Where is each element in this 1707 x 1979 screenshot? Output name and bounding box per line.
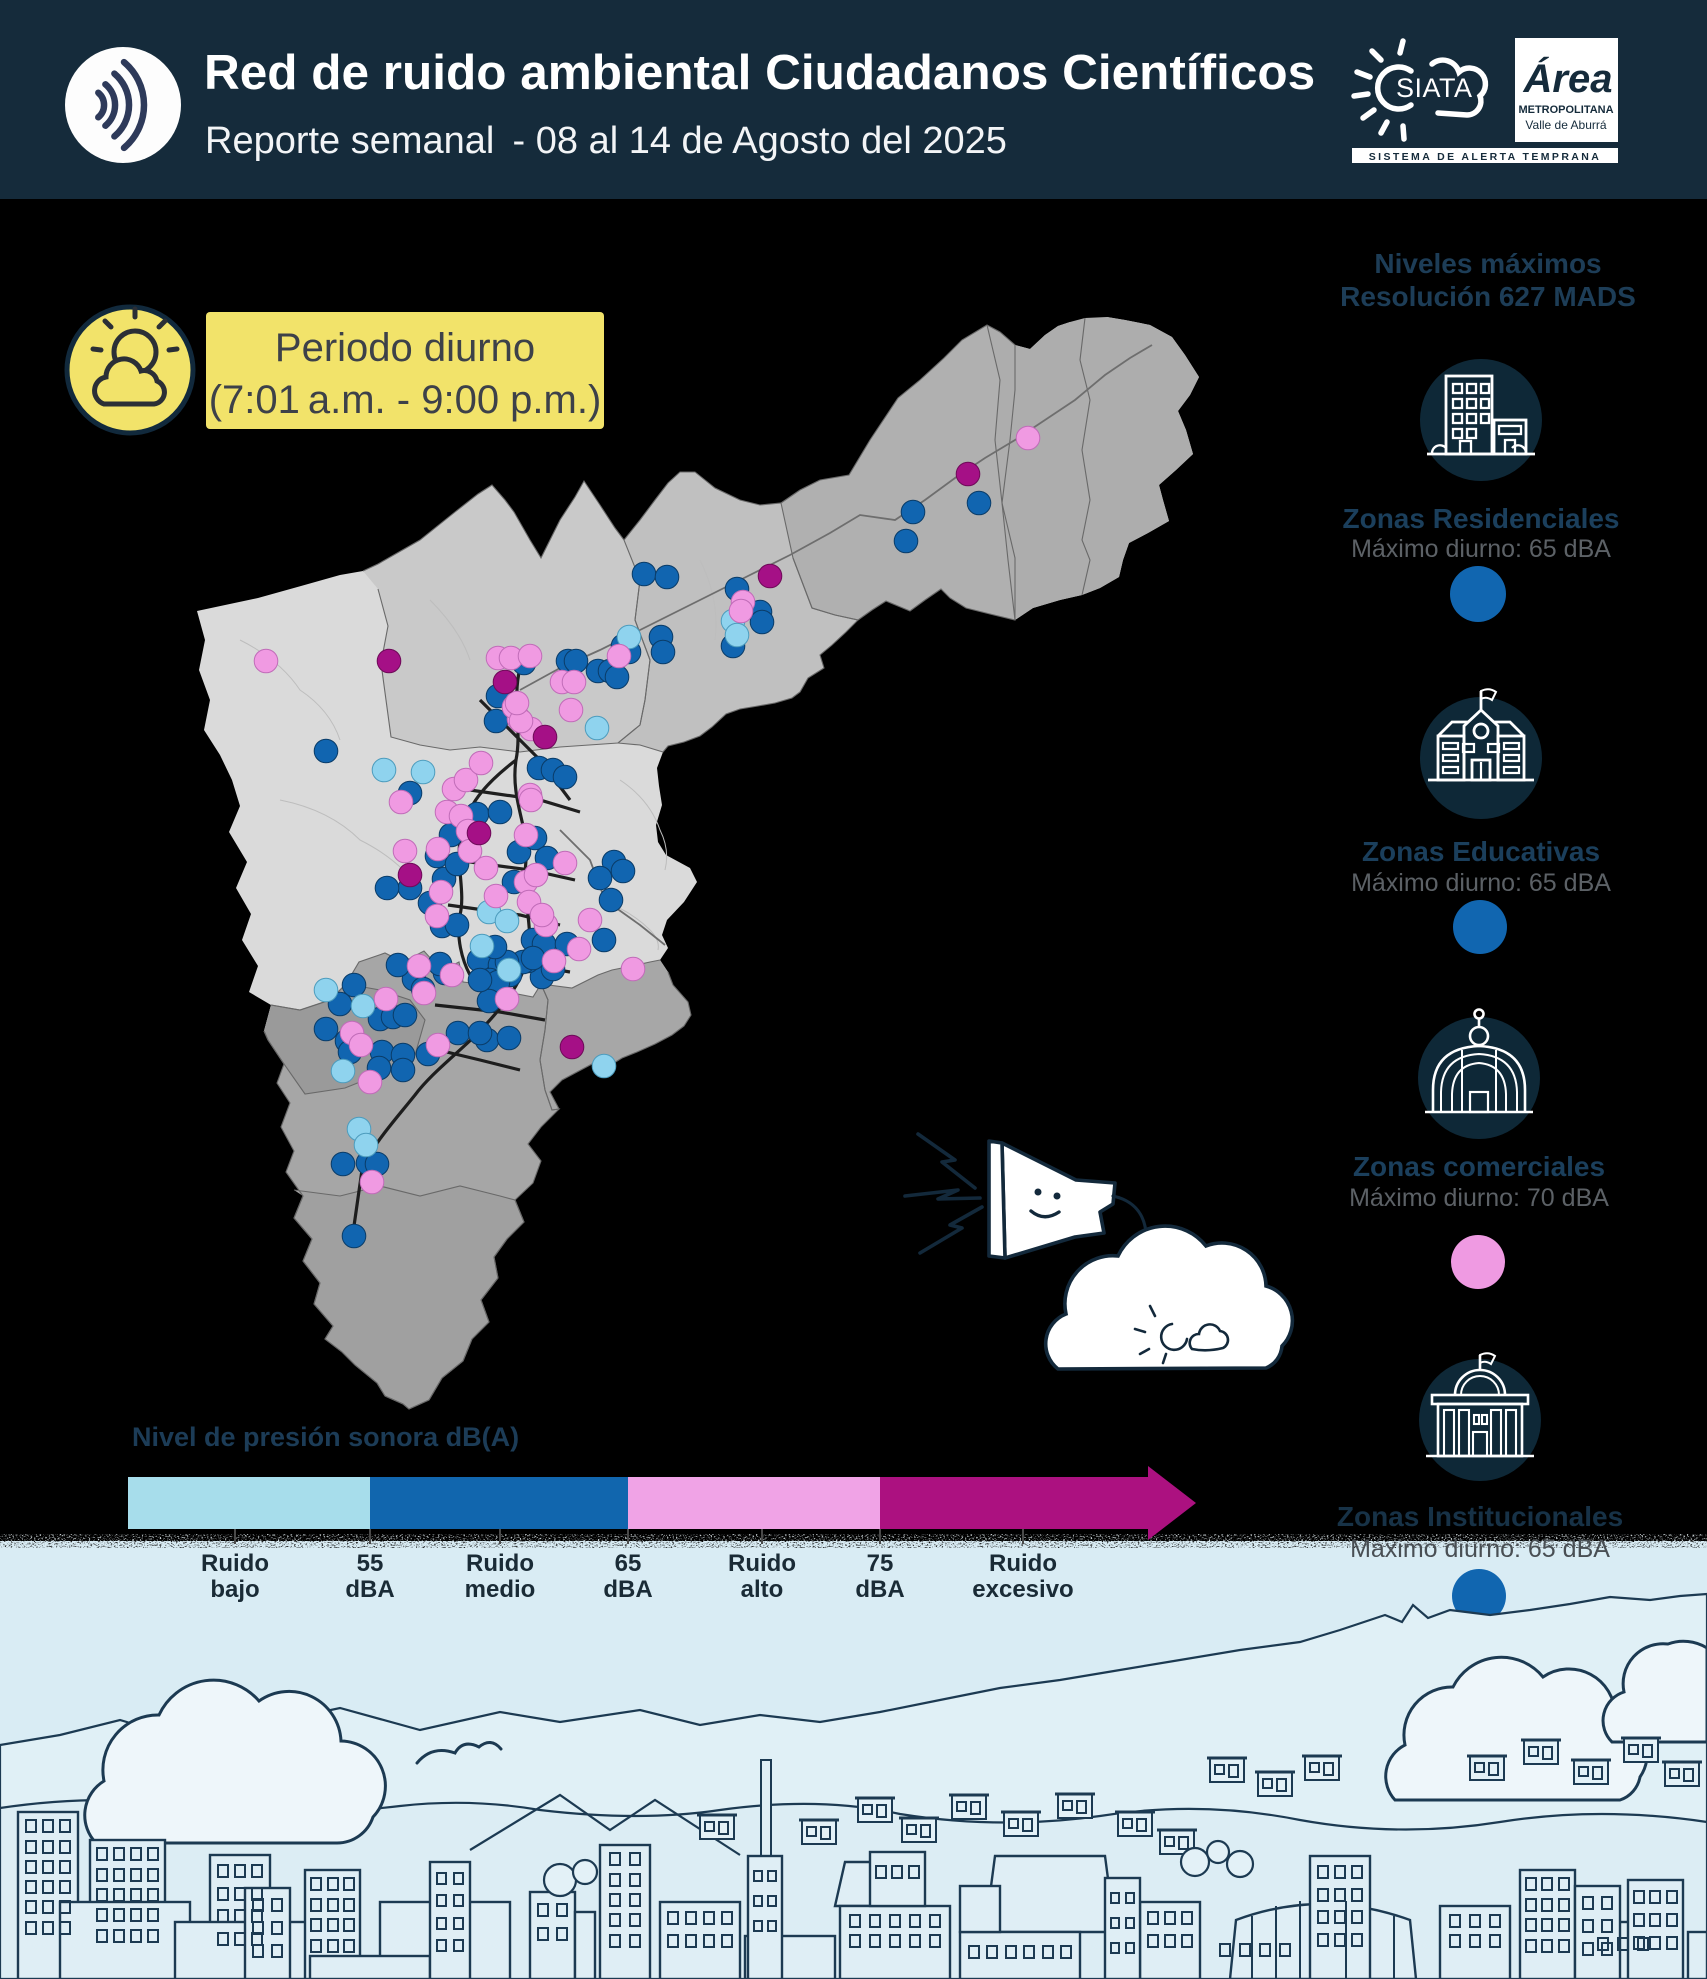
svg-text:Zonas Residenciales: Zonas Residenciales (1342, 503, 1619, 534)
svg-text:Máximo diurno: 70 dBA: Máximo diurno: 70 dBA (1349, 1184, 1609, 1212)
svg-text:Zonas Educativas: Zonas Educativas (1362, 836, 1600, 867)
svg-text:Ruido: Ruido (466, 1550, 534, 1577)
svg-text:Periodo diurno: Periodo diurno (275, 326, 535, 370)
svg-text:METROPOLITANA: METROPOLITANA (1518, 104, 1613, 116)
svg-text:Máximo diurno: 65 dBA: Máximo diurno: 65 dBA (1350, 1535, 1610, 1563)
svg-text:(7:01 a.m. - 9:00 p.m.): (7:01 a.m. - 9:00 p.m.) (209, 378, 602, 422)
svg-text:Máximo diurno: 65 dBA: Máximo diurno: 65 dBA (1351, 869, 1611, 897)
svg-text:Valle de Aburrá: Valle de Aburrá (1525, 118, 1606, 132)
svg-text:Niveles máximos: Niveles máximos (1374, 248, 1601, 279)
svg-text:Resolución 627 MADS: Resolución 627 MADS (1340, 281, 1636, 312)
svg-text:Zonas Institucionales: Zonas Institucionales (1337, 1501, 1623, 1532)
svg-text:Reporte semanal - 08 al 14 de: Reporte semanal - 08 al 14 de Agosto del… (205, 120, 1007, 162)
svg-text:Ruido: Ruido (989, 1550, 1057, 1577)
svg-text:dBA: dBA (855, 1576, 904, 1603)
svg-text:55: 55 (357, 1550, 384, 1577)
svg-text:bajo: bajo (210, 1576, 259, 1603)
svg-text:Máximo diurno: 65 dBA: Máximo diurno: 65 dBA (1351, 535, 1611, 563)
svg-text:Ruido: Ruido (728, 1550, 796, 1577)
svg-text:dBA: dBA (603, 1576, 652, 1603)
svg-text:SISTEMA DE ALERTA TEMPRANA: SISTEMA DE ALERTA TEMPRANA (1369, 151, 1602, 163)
svg-text:65: 65 (615, 1550, 642, 1577)
svg-text:Área: Área (1523, 56, 1613, 101)
svg-text:SIATA: SIATA (1396, 73, 1473, 103)
svg-text:medio: medio (465, 1576, 536, 1603)
svg-text:Nivel de presión sonora dB(A): Nivel de presión sonora dB(A) (132, 1422, 519, 1452)
svg-text:Ruido: Ruido (201, 1550, 269, 1577)
svg-text:alto: alto (741, 1576, 784, 1603)
svg-text:Red de ruido ambiental Ciudada: Red de ruido ambiental Ciudadanos Cientí… (204, 45, 1315, 100)
svg-text:Zonas comerciales: Zonas comerciales (1353, 1151, 1605, 1182)
svg-text:dBA: dBA (345, 1576, 394, 1603)
svg-text:excesivo: excesivo (972, 1576, 1073, 1603)
svg-text:75: 75 (867, 1550, 894, 1577)
